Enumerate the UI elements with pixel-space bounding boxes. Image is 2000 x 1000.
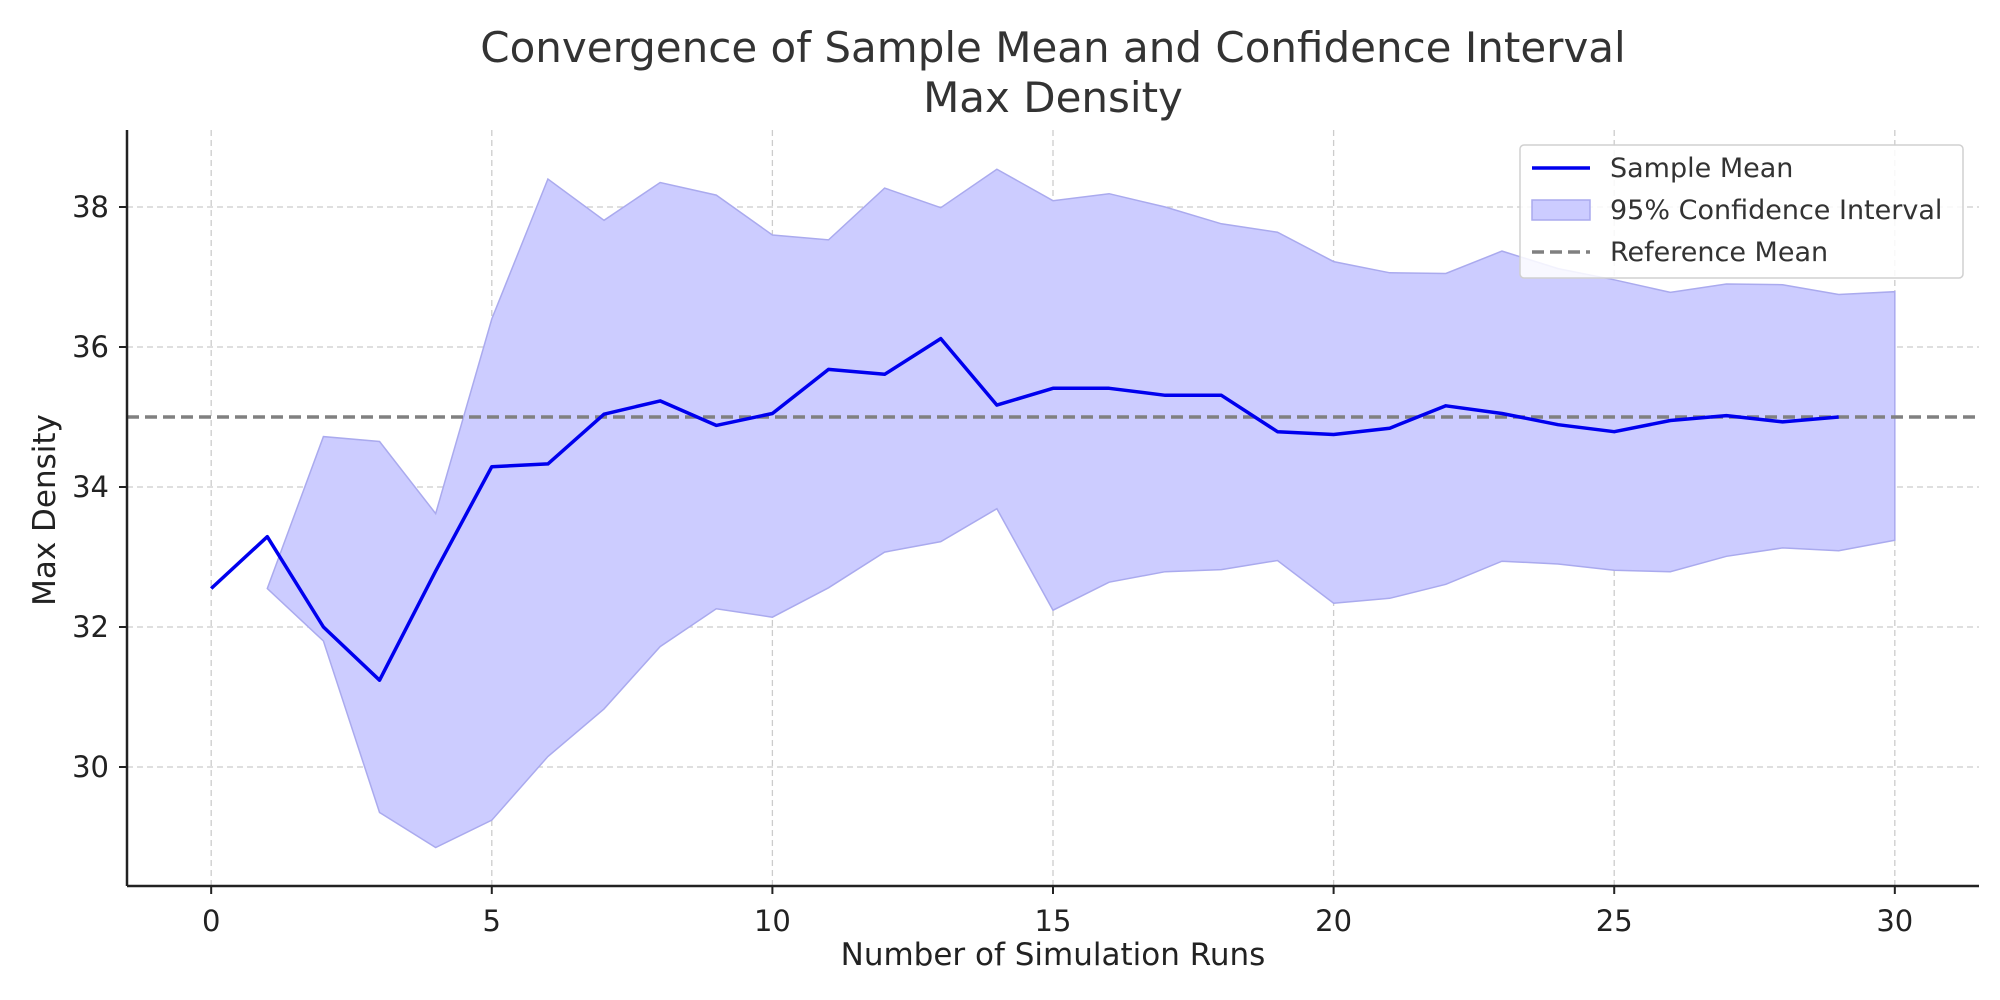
legend-sample-mean-label: Sample Mean <box>1610 153 1793 184</box>
y-tick-label-36: 36 <box>72 330 109 364</box>
x-tick-label-30: 30 <box>1876 904 1913 938</box>
y-tick-label-34: 34 <box>72 470 109 504</box>
x-tick-label-15: 15 <box>1035 904 1072 938</box>
legend: Sample Mean 95% Confidence Interval Refe… <box>1519 144 1964 279</box>
legend-box <box>1519 144 1964 279</box>
y-tick-label-30: 30 <box>72 750 109 784</box>
legend-reference-mean-label: Reference Mean <box>1610 237 1828 268</box>
y-tick-label-32: 32 <box>72 610 109 644</box>
x-tick-label-20: 20 <box>1315 904 1352 938</box>
chart-subtitle: Max Density <box>923 73 1183 122</box>
x-tick-label-10: 10 <box>754 904 791 938</box>
legend-ci-label: 95% Confidence Interval <box>1610 195 1942 226</box>
y-ticks: 30 32 34 36 38 <box>72 190 127 784</box>
y-axis-label: Max Density <box>27 414 63 606</box>
y-tick-label-38: 38 <box>72 190 109 224</box>
sample-mean-line <box>209 336 1839 682</box>
x-ticks: 0 5 10 15 20 25 30 <box>202 886 1913 938</box>
x-tick-label-5: 5 <box>483 904 501 938</box>
x-axis-label: Number of Simulation Runs <box>841 937 1266 973</box>
sample-mean <box>209 336 1839 682</box>
x-tick-label-0: 0 <box>202 904 220 938</box>
legend-ci-swatch <box>1531 199 1591 221</box>
chart-title: Convergence of Sample Mean and Confidenc… <box>480 23 1625 72</box>
x-tick-label-25: 25 <box>1596 904 1633 938</box>
